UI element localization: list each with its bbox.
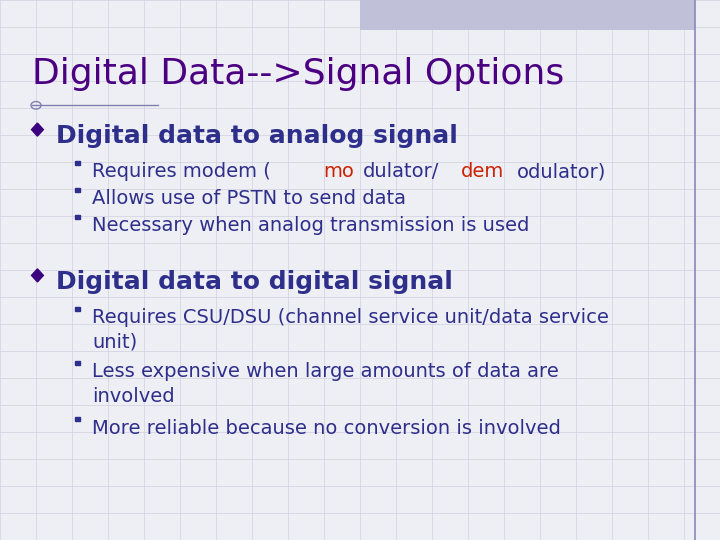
Text: Requires modem (: Requires modem ( xyxy=(92,162,271,181)
Text: Less expensive when large amounts of data are
involved: Less expensive when large amounts of dat… xyxy=(92,362,559,406)
Polygon shape xyxy=(32,123,43,136)
Text: Requires CSU/DSU (channel service unit/data service
unit): Requires CSU/DSU (channel service unit/d… xyxy=(92,308,609,352)
Text: mo: mo xyxy=(323,162,354,181)
FancyBboxPatch shape xyxy=(360,0,695,30)
Text: Necessary when analog transmission is used: Necessary when analog transmission is us… xyxy=(92,216,529,235)
Bar xyxy=(75,161,81,165)
Text: odulator): odulator) xyxy=(517,162,606,181)
Text: dem: dem xyxy=(462,162,505,181)
Text: More reliable because no conversion is involved: More reliable because no conversion is i… xyxy=(92,418,561,437)
Bar xyxy=(75,188,81,192)
Text: Allows use of PSTN to send data: Allows use of PSTN to send data xyxy=(92,189,406,208)
Polygon shape xyxy=(32,269,43,282)
Text: Digital data to analog signal: Digital data to analog signal xyxy=(56,124,458,148)
Bar xyxy=(75,417,81,421)
Bar xyxy=(75,361,81,365)
Text: dulator/: dulator/ xyxy=(363,162,439,181)
Text: Digital Data-->Signal Options: Digital Data-->Signal Options xyxy=(32,57,564,91)
Bar xyxy=(75,307,81,311)
Text: Digital data to digital signal: Digital data to digital signal xyxy=(56,270,453,294)
Bar xyxy=(75,215,81,219)
